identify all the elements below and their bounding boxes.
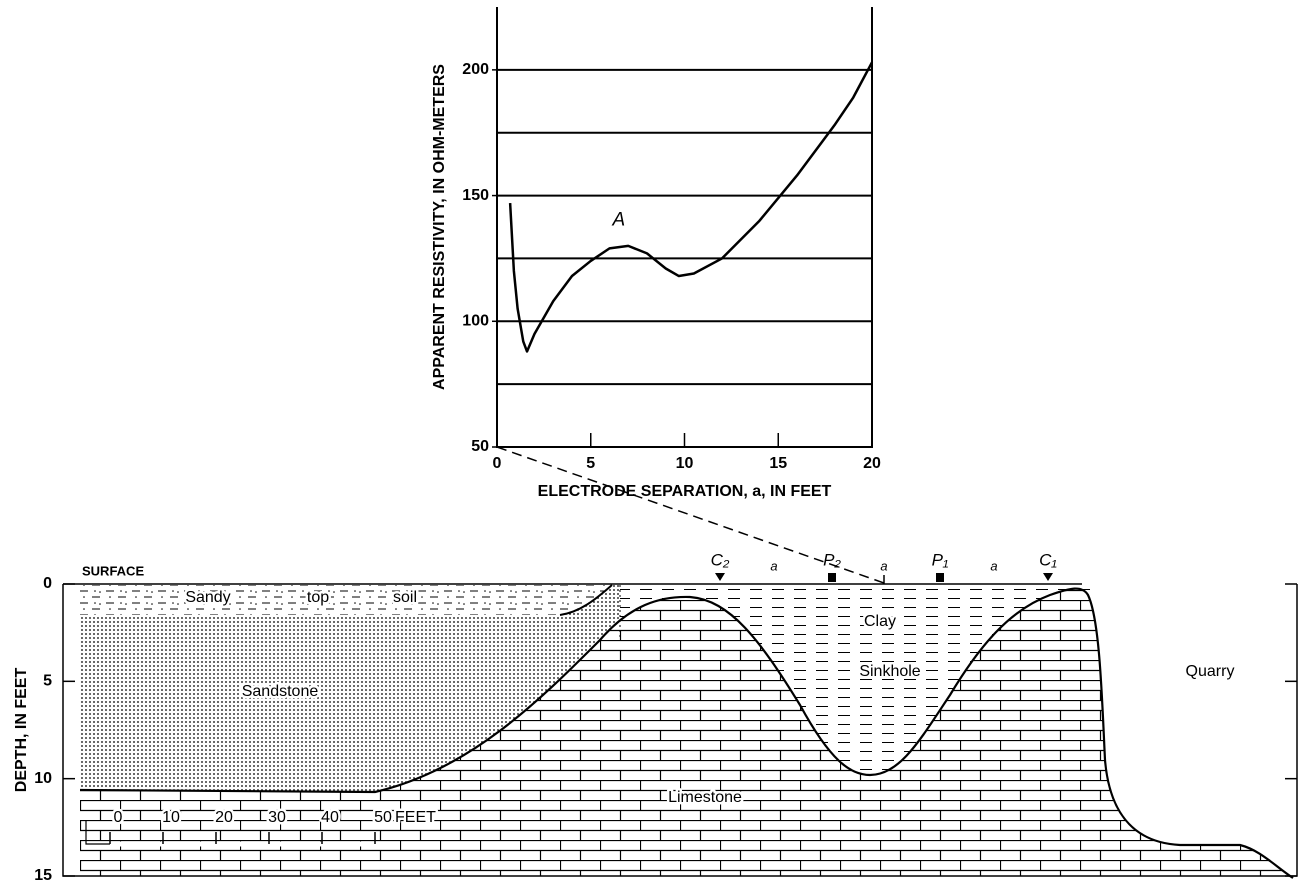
depth-tick-label: 0 (43, 575, 52, 592)
scale-tick-label: 50 (374, 809, 392, 826)
scale-tick-label: 40 (321, 809, 339, 826)
plot-frame (496, 7, 873, 448)
electrode-label: P₁ (932, 550, 949, 569)
layer-label: Sandstone (242, 683, 319, 700)
x-tick-label: 15 (769, 455, 787, 472)
spacing-label: a (990, 558, 997, 573)
current-electrode (1043, 573, 1053, 581)
layer-label: Sinkhole (859, 663, 920, 680)
x-tick-label: 5 (586, 455, 595, 472)
scale-tick-label: 10 (162, 809, 180, 826)
surface-label: SURFACE (82, 563, 144, 578)
topsoil-area (80, 585, 612, 615)
scale-bracket (85, 820, 110, 845)
y-axis-label: DEPTH, IN FEET (13, 668, 30, 793)
section-frame (62, 584, 1298, 877)
y-tick-label: 200 (462, 61, 489, 78)
x-axis-label: ELECTRODE SEPARATION, a, IN FEET (538, 483, 832, 500)
depth-tick-label: 10 (34, 770, 52, 787)
x-tick-label: 20 (863, 455, 881, 472)
annotation: A (612, 210, 626, 231)
topsoil-boundary (559, 584, 613, 616)
x-tick-label: 10 (676, 455, 694, 472)
y-tick-label: 150 (462, 187, 489, 204)
layer-label: Sandy (185, 589, 230, 606)
layer-label: Limestone (668, 789, 742, 806)
electrode-label: C₂ (711, 550, 730, 569)
scale-tick-label: 0 (114, 809, 123, 826)
potential-electrode (828, 573, 836, 582)
scale-unit: FEET (395, 809, 436, 826)
layer-label: top (307, 589, 329, 606)
y-tick-label: 100 (462, 313, 489, 330)
y-tick-label: 50 (471, 438, 489, 455)
electrode-label: C₁ (1039, 550, 1057, 569)
spacing-label: a (880, 558, 887, 573)
scale-tick-label: 20 (215, 809, 233, 826)
depth-tick-label: 5 (43, 673, 52, 690)
leader-line (496, 446, 885, 584)
layer-label: soil (393, 589, 417, 606)
cross-section (62, 446, 1298, 879)
depth-tick-label: 15 (34, 867, 52, 884)
spacing-label: a (770, 558, 777, 573)
layer-label: Clay (864, 613, 896, 630)
electrode-label: P₂ (823, 550, 841, 569)
layer-label: Quarry (1186, 663, 1235, 680)
current-electrode (715, 573, 725, 581)
potential-electrode (936, 573, 944, 582)
x-tick-label: 0 (493, 455, 502, 472)
scale-tick-label: 30 (268, 809, 286, 826)
data-line (508, 61, 874, 353)
y-axis-label: APPARENT RESISTIVITY, IN OHM-METERS (431, 64, 448, 390)
limestone-area (80, 588, 1290, 876)
